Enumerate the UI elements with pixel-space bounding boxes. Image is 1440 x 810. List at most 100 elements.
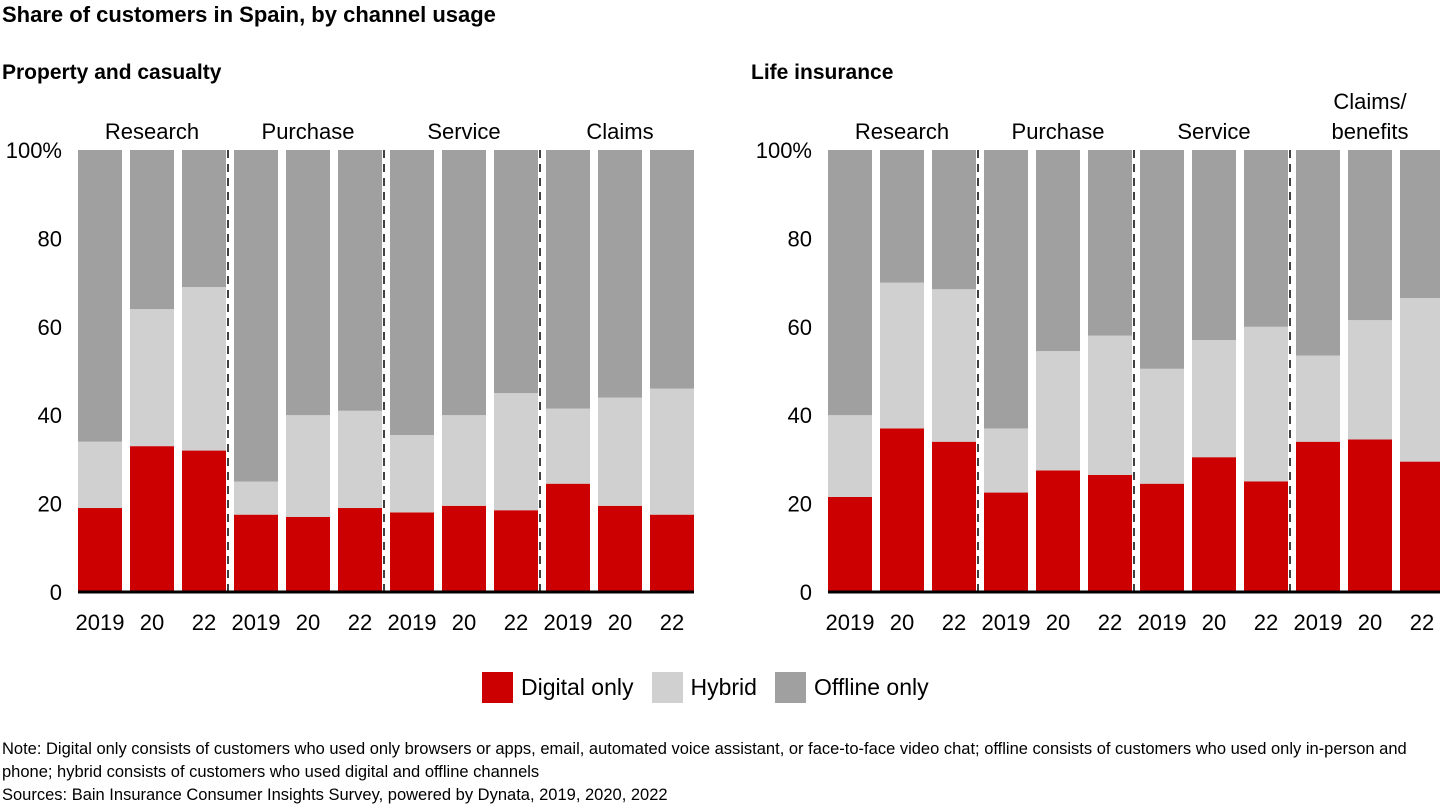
bar-digital — [1036, 470, 1080, 592]
legend-item-offline: Offline only — [774, 672, 929, 703]
bar-offline — [390, 150, 434, 436]
legend-label-digital: Digital only — [521, 674, 634, 700]
bar-hybrid — [442, 415, 486, 506]
legend-swatch-digital — [482, 672, 513, 703]
x-tick-label: 20 — [608, 610, 632, 635]
bar-offline — [286, 150, 330, 416]
bar-digital — [338, 508, 382, 592]
bar-offline — [234, 150, 278, 482]
x-tick-label: 20 — [1046, 610, 1070, 635]
legend-item-digital: Digital only — [482, 672, 634, 703]
bar-offline — [1140, 150, 1184, 369]
legend: Digital only Hybrid Offline only — [482, 672, 947, 703]
charts-svg: 0 20 40 60 80 100% Research 2019 20 22 Purchase 201… — [6, 89, 1440, 635]
x-tick-label: 2019 — [1138, 610, 1187, 635]
sources-text: Sources: Bain Insurance Consumer Insight… — [2, 786, 668, 804]
bar-offline — [1244, 150, 1288, 327]
bar-hybrid — [1036, 351, 1080, 471]
bar-hybrid — [494, 393, 538, 511]
x-tick-label: 20 — [890, 610, 914, 635]
group-label: Purchase — [262, 119, 355, 144]
legend-label-offline: Offline only — [813, 674, 929, 700]
bar-offline — [442, 150, 486, 416]
bar-offline — [1088, 150, 1132, 336]
bar-offline — [494, 150, 538, 394]
x-tick-label: 2019 — [388, 610, 437, 635]
footnote: Note: Digital only consists of customers… — [2, 738, 1432, 807]
group-label: Research — [105, 119, 199, 144]
bar-digital — [650, 514, 694, 592]
x-tick-label: 2019 — [982, 610, 1031, 635]
bar-offline — [650, 150, 694, 389]
bar-offline — [880, 150, 924, 283]
bar-hybrid — [1140, 368, 1184, 484]
bar-digital — [78, 508, 122, 592]
bar-hybrid — [1296, 355, 1340, 442]
legend-swatch-offline — [774, 672, 806, 703]
bar-offline — [984, 150, 1028, 429]
bar-hybrid — [828, 415, 872, 497]
bar-hybrid — [1088, 335, 1132, 475]
bar-hybrid — [984, 428, 1028, 493]
bar-hybrid — [1244, 326, 1288, 482]
legend-label-hybrid: Hybrid — [690, 674, 757, 700]
bar-offline — [828, 150, 872, 416]
bar-hybrid — [932, 289, 976, 442]
bar-digital — [182, 450, 226, 592]
y-tick-label: 40 — [788, 403, 812, 428]
legend-swatch-hybrid — [651, 672, 683, 703]
x-tick-label: 22 — [192, 610, 216, 635]
x-tick-label: 22 — [942, 610, 966, 635]
bar-digital — [234, 514, 278, 592]
y-tick-label: 100% — [6, 138, 62, 163]
group-label: benefits — [1331, 119, 1408, 144]
bar-digital — [880, 428, 924, 592]
x-tick-label: 2019 — [1294, 610, 1343, 635]
x-tick-label: 2019 — [826, 610, 875, 635]
bar-digital — [1348, 439, 1392, 592]
bar-offline — [130, 150, 174, 310]
bar-hybrid — [130, 309, 174, 447]
bar-digital — [932, 441, 976, 592]
bar-digital — [1140, 483, 1184, 592]
x-tick-label: 22 — [348, 610, 372, 635]
bar-offline — [1400, 150, 1440, 299]
x-tick-label: 22 — [660, 610, 684, 635]
bar-hybrid — [1348, 320, 1392, 440]
x-tick-label: 22 — [504, 610, 528, 635]
group-label: Claims — [586, 119, 653, 144]
bar-digital — [598, 505, 642, 592]
bar-hybrid — [650, 388, 694, 515]
x-tick-label: 2019 — [76, 610, 125, 635]
x-tick-label: 22 — [1410, 610, 1434, 635]
y-tick-label: 0 — [50, 580, 62, 605]
bar-digital — [828, 496, 872, 592]
y-tick-label: 40 — [38, 403, 62, 428]
y-tick-label: 0 — [800, 580, 812, 605]
bar-offline — [1036, 150, 1080, 352]
bar-offline — [1192, 150, 1236, 341]
x-tick-label: 20 — [296, 610, 320, 635]
bar-offline — [546, 150, 590, 409]
bar-hybrid — [390, 435, 434, 513]
bar-digital — [1088, 474, 1132, 592]
x-tick-label: 20 — [140, 610, 164, 635]
y-tick-label: 80 — [788, 226, 812, 251]
bar-digital — [286, 516, 330, 592]
group-label: Service — [1177, 119, 1250, 144]
x-tick-label: 20 — [1358, 610, 1382, 635]
bar-digital — [1400, 461, 1440, 592]
bar-offline — [932, 150, 976, 290]
bar-hybrid — [286, 415, 330, 517]
group-label: Research — [855, 119, 949, 144]
bar-digital — [546, 483, 590, 592]
y-tick-label: 60 — [38, 315, 62, 340]
bar-hybrid — [1192, 340, 1236, 458]
y-tick-label: 60 — [788, 315, 812, 340]
bar-hybrid — [182, 287, 226, 451]
group-label: Claims/ — [1333, 89, 1407, 114]
x-tick-label: 20 — [1202, 610, 1226, 635]
bar-offline — [1296, 150, 1340, 356]
x-tick-label: 22 — [1254, 610, 1278, 635]
y-tick-label: 20 — [788, 492, 812, 517]
